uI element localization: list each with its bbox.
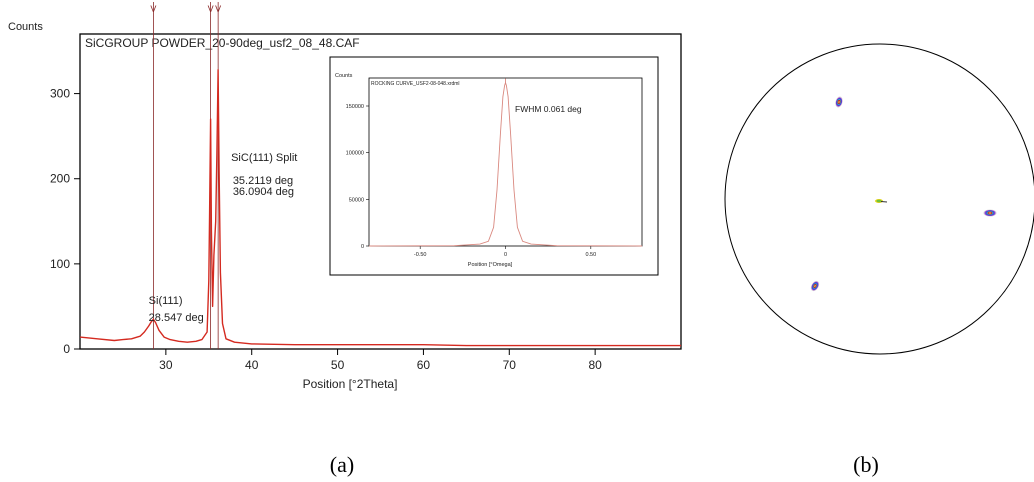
peak-annotation: 35.2119 deg xyxy=(233,175,293,187)
main-y-axis-label: Counts xyxy=(8,21,43,33)
inset-y-tick-label: 50000 xyxy=(349,197,364,203)
main-annotations: Si(111) 28.547 deg SiC(111) Split 35.2119 d… xyxy=(149,152,298,324)
peak-marker-glyph: V xyxy=(215,4,221,14)
pole-spot-right xyxy=(983,209,997,217)
inset-y-axis-label: Counts xyxy=(335,73,353,79)
caption-a: (a) xyxy=(330,452,354,477)
main-chart-title: SiCGROUP POWDER_20-90deg_usf2_08_48.CAF xyxy=(85,36,360,50)
main-y-tick-label: 200 xyxy=(50,172,70,186)
pole-spot-top xyxy=(835,96,843,108)
inset-y-tick-label: 150000 xyxy=(346,104,364,110)
pole-figure-circle xyxy=(724,43,1034,355)
inset-x-axis: -0.50 0 0.50 xyxy=(414,246,596,258)
main-y-tick-label: 100 xyxy=(50,257,70,271)
peak-annotation: Si(111) xyxy=(149,295,183,307)
main-x-tick-label: 30 xyxy=(159,358,173,372)
pole-center-spot xyxy=(875,199,888,203)
xrd-chart: Counts SiCGROUP POWDER_20-90deg_usf2_08_… xyxy=(8,2,682,391)
inset-x-tick-label: 0 xyxy=(504,252,507,258)
inset-y-tick-label: 0 xyxy=(361,244,364,250)
inset-fwhm-annotation: FWHM 0.061 deg xyxy=(515,104,582,114)
inset-y-axis: 0 50000 100000 150000 xyxy=(346,104,369,250)
main-series xyxy=(79,69,681,347)
main-x-axis-label: Position [°2Theta] xyxy=(303,377,398,391)
inset-x-axis-label: Position [°Omega] xyxy=(468,262,513,268)
inset-plot-frame xyxy=(368,77,643,247)
peak-marker-glyph: V xyxy=(208,4,214,14)
main-x-tick-label: 70 xyxy=(503,358,517,372)
main-x-tick-label: 50 xyxy=(331,358,345,372)
inset-chart-title: ROCKING CURVE_USF2-08-048.xrdml xyxy=(371,81,460,87)
peak-marker-glyph: V xyxy=(150,4,156,14)
main-y-axis: 0 100 200 300 xyxy=(50,87,80,356)
inset-x-tick-label: -0.50 xyxy=(414,252,427,258)
pole-spot-bottom-left xyxy=(810,280,820,292)
rocking-curve-line xyxy=(368,81,643,247)
inset-y-tick-label: 100000 xyxy=(346,151,364,157)
main-y-tick-label: 0 xyxy=(63,342,70,356)
peak-annotation: 36.0904 deg xyxy=(233,186,294,198)
main-y-tick-label: 300 xyxy=(50,87,70,101)
main-x-axis: 30 40 50 60 70 80 xyxy=(159,349,602,372)
inset-x-tick-label: 0.50 xyxy=(585,252,596,258)
xrd-series-line xyxy=(79,69,681,347)
main-x-tick-label: 80 xyxy=(588,358,602,372)
peak-annotation: 28.547 deg xyxy=(149,312,204,324)
main-x-tick-label: 60 xyxy=(417,358,431,372)
inset-series xyxy=(368,78,643,247)
inset-chart: Counts ROCKING CURVE_USF2-08-048.xrdml F… xyxy=(329,56,659,276)
peak-annotation: SiC(111) Split xyxy=(231,152,297,164)
pole-figure xyxy=(724,43,1034,355)
caption-b: (b) xyxy=(853,452,879,477)
main-x-tick-label: 40 xyxy=(245,358,259,372)
